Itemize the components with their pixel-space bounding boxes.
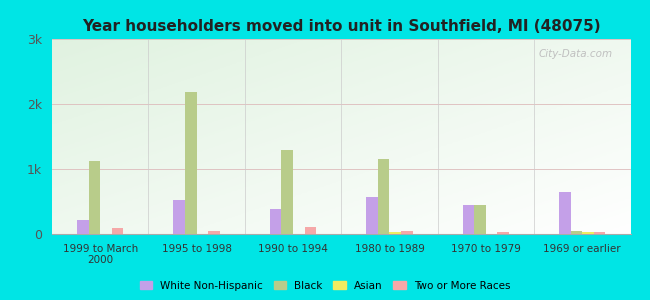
Bar	[389, 232, 401, 234]
Bar	[474, 205, 486, 234]
Bar	[112, 228, 124, 234]
Bar	[401, 231, 413, 234]
Legend: White Non-Hispanic, Black, Asian, Two or More Races: White Non-Hispanic, Black, Asian, Two or…	[135, 277, 515, 295]
Bar	[463, 205, 474, 234]
Bar	[77, 220, 88, 234]
Bar	[270, 209, 281, 234]
Bar	[378, 159, 389, 234]
Bar	[367, 197, 378, 234]
Bar	[208, 231, 220, 234]
Bar	[582, 232, 594, 234]
Text: City-Data.com: City-Data.com	[539, 49, 613, 59]
Bar	[497, 232, 509, 234]
Title: Year householders moved into unit in Southfield, MI (48075): Year householders moved into unit in Sou…	[82, 19, 601, 34]
Bar	[559, 192, 571, 234]
Bar	[281, 150, 293, 234]
Bar	[594, 232, 605, 234]
Bar	[305, 227, 316, 234]
Bar	[185, 92, 196, 234]
Bar	[174, 200, 185, 234]
Bar	[571, 231, 582, 234]
Bar	[88, 160, 100, 234]
